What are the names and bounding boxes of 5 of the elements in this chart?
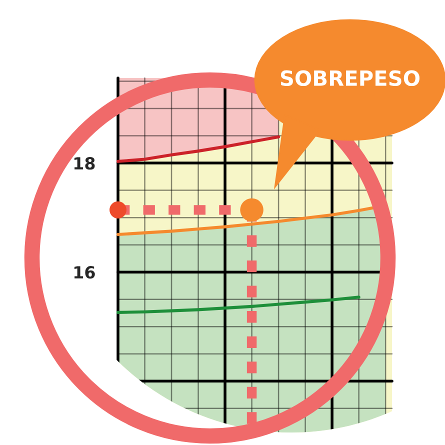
y-tick-label: 18 (74, 157, 95, 170)
y-tick-label: 16 (74, 266, 95, 279)
line-series (116, 135, 280, 163)
annotation: SOBREPESO (280, 70, 420, 86)
line-series (116, 296, 360, 314)
